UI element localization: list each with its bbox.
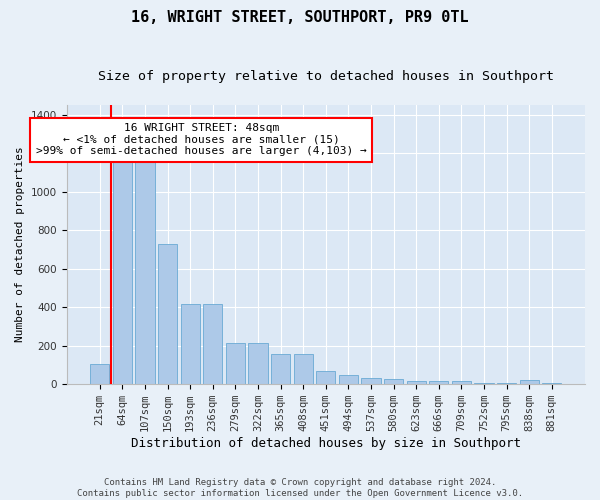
Text: 16, WRIGHT STREET, SOUTHPORT, PR9 0TL: 16, WRIGHT STREET, SOUTHPORT, PR9 0TL [131, 10, 469, 25]
Bar [520, 380, 539, 384]
Bar [429, 381, 448, 384]
X-axis label: Distribution of detached houses by size in Southport: Distribution of detached houses by size … [131, 437, 521, 450]
Text: Contains HM Land Registry data © Crown copyright and database right 2024.
Contai: Contains HM Land Registry data © Crown c… [77, 478, 523, 498]
Bar [113, 162, 132, 384]
Bar [248, 343, 268, 384]
Text: 16 WRIGHT STREET: 48sqm
← <1% of detached houses are smaller (15)
>99% of semi-d: 16 WRIGHT STREET: 48sqm ← <1% of detache… [36, 123, 367, 156]
Bar [226, 343, 245, 384]
Bar [316, 370, 335, 384]
Bar [158, 244, 177, 384]
Bar [293, 354, 313, 384]
Bar [203, 304, 223, 384]
Bar [181, 304, 200, 384]
Bar [361, 378, 380, 384]
Bar [271, 354, 290, 384]
Bar [452, 381, 471, 384]
Bar [339, 374, 358, 384]
Bar [90, 364, 109, 384]
Y-axis label: Number of detached properties: Number of detached properties [15, 146, 25, 342]
Bar [136, 162, 155, 384]
Bar [407, 381, 426, 384]
Title: Size of property relative to detached houses in Southport: Size of property relative to detached ho… [98, 70, 554, 83]
Bar [384, 380, 403, 384]
